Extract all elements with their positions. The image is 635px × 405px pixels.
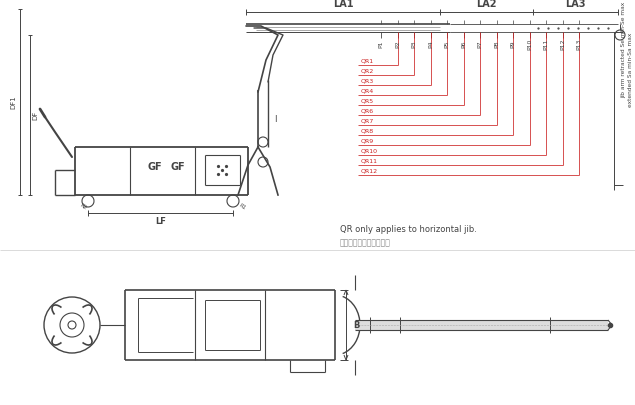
Text: QR12: QR12 — [361, 168, 378, 173]
Text: LA1: LA1 — [333, 0, 353, 9]
Text: QR2: QR2 — [361, 68, 374, 73]
Text: extended Sa min-Sa max: extended Sa min-Sa max — [629, 33, 634, 107]
Text: LF: LF — [155, 217, 166, 226]
Text: QR4: QR4 — [361, 89, 374, 94]
Text: DF: DF — [32, 111, 38, 119]
Text: P3: P3 — [411, 40, 417, 48]
Bar — [355, 320, 608, 330]
Text: 请看不同位置的起重负图: 请看不同位置的起重负图 — [340, 239, 391, 247]
Text: P7: P7 — [478, 40, 483, 48]
Text: P9: P9 — [511, 40, 516, 48]
Text: LA2: LA2 — [476, 0, 497, 9]
Text: QR only applies to horizontal jib.: QR only applies to horizontal jib. — [340, 226, 477, 234]
Text: P4: P4 — [428, 40, 433, 48]
Text: P10: P10 — [527, 38, 532, 50]
Text: I: I — [274, 115, 276, 124]
Text: R1: R1 — [237, 203, 246, 211]
Text: B: B — [353, 320, 359, 330]
Text: P8: P8 — [494, 40, 499, 48]
Text: R2: R2 — [79, 203, 88, 211]
Text: P5: P5 — [444, 40, 450, 48]
Text: QR1: QR1 — [361, 58, 374, 64]
Text: P13: P13 — [577, 38, 582, 50]
Text: QR6: QR6 — [361, 109, 374, 113]
Text: GF: GF — [148, 162, 163, 172]
Text: QR7: QR7 — [361, 119, 374, 124]
Text: QR9: QR9 — [361, 139, 374, 143]
Text: P1: P1 — [378, 40, 384, 48]
Text: P2: P2 — [395, 40, 400, 48]
Text: QR5: QR5 — [361, 98, 374, 104]
Text: QR10: QR10 — [361, 149, 378, 153]
Text: DF1: DF1 — [10, 95, 16, 109]
Text: P12: P12 — [560, 38, 565, 50]
Text: QR3: QR3 — [361, 79, 374, 83]
Text: QR11: QR11 — [361, 158, 378, 164]
Text: LA3: LA3 — [565, 0, 585, 9]
Text: jib arm retracted Se min-Se max: jib arm retracted Se min-Se max — [622, 2, 627, 98]
Text: P6: P6 — [461, 40, 466, 48]
Text: P11: P11 — [544, 38, 549, 50]
Text: QR8: QR8 — [361, 128, 374, 134]
Text: GF: GF — [171, 162, 185, 172]
